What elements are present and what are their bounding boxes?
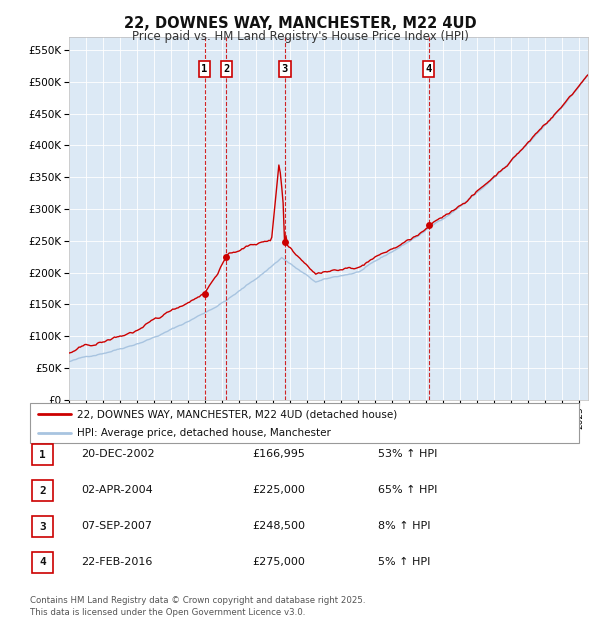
FancyBboxPatch shape bbox=[30, 403, 579, 443]
Text: £225,000: £225,000 bbox=[252, 485, 305, 495]
FancyBboxPatch shape bbox=[32, 552, 53, 573]
Text: 8% ↑ HPI: 8% ↑ HPI bbox=[378, 521, 431, 531]
Text: 2: 2 bbox=[223, 64, 230, 74]
Text: £248,500: £248,500 bbox=[252, 521, 305, 531]
Text: 4: 4 bbox=[39, 557, 46, 567]
FancyBboxPatch shape bbox=[32, 480, 53, 501]
Text: 4: 4 bbox=[425, 64, 432, 74]
Text: 20-DEC-2002: 20-DEC-2002 bbox=[81, 449, 155, 459]
Text: 22, DOWNES WAY, MANCHESTER, M22 4UD: 22, DOWNES WAY, MANCHESTER, M22 4UD bbox=[124, 16, 476, 31]
Text: 5% ↑ HPI: 5% ↑ HPI bbox=[378, 557, 430, 567]
Text: 3: 3 bbox=[281, 64, 288, 74]
FancyBboxPatch shape bbox=[32, 516, 53, 537]
Text: 2: 2 bbox=[39, 485, 46, 495]
Text: £275,000: £275,000 bbox=[252, 557, 305, 567]
Text: 22, DOWNES WAY, MANCHESTER, M22 4UD (detached house): 22, DOWNES WAY, MANCHESTER, M22 4UD (det… bbox=[77, 409, 397, 419]
FancyBboxPatch shape bbox=[32, 444, 53, 465]
Text: 1: 1 bbox=[39, 450, 46, 459]
Text: 07-SEP-2007: 07-SEP-2007 bbox=[81, 521, 152, 531]
Text: Contains HM Land Registry data © Crown copyright and database right 2025.
This d: Contains HM Land Registry data © Crown c… bbox=[30, 596, 365, 617]
Text: 22-FEB-2016: 22-FEB-2016 bbox=[81, 557, 152, 567]
Text: Price paid vs. HM Land Registry's House Price Index (HPI): Price paid vs. HM Land Registry's House … bbox=[131, 30, 469, 43]
Text: 53% ↑ HPI: 53% ↑ HPI bbox=[378, 449, 437, 459]
Text: 65% ↑ HPI: 65% ↑ HPI bbox=[378, 485, 437, 495]
Text: HPI: Average price, detached house, Manchester: HPI: Average price, detached house, Manc… bbox=[77, 428, 331, 438]
Text: 1: 1 bbox=[202, 64, 208, 74]
Text: 3: 3 bbox=[39, 521, 46, 531]
Text: 02-APR-2004: 02-APR-2004 bbox=[81, 485, 153, 495]
Text: £166,995: £166,995 bbox=[252, 449, 305, 459]
